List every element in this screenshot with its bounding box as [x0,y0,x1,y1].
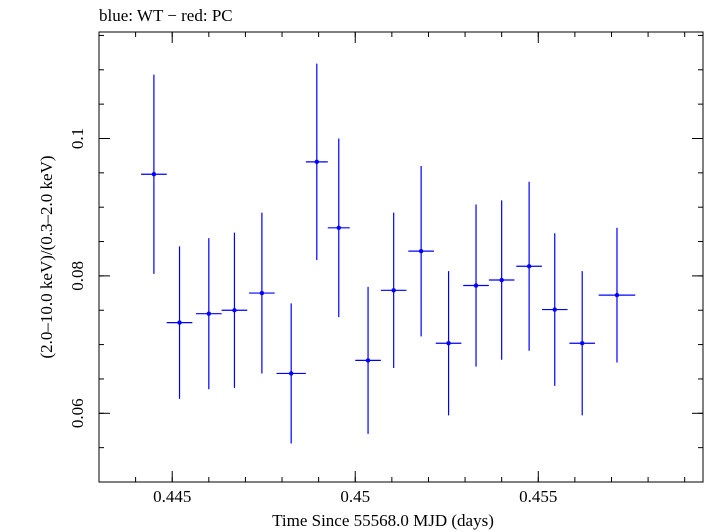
x-tick-label: 0.445 [153,487,191,506]
data-point [355,286,381,434]
x-tick-label: 0.455 [519,487,557,506]
data-marker [580,341,585,346]
data-marker [314,159,320,165]
data-point [488,200,515,360]
data-marker [288,371,294,376]
data-marker [499,277,504,283]
data-marker [151,172,157,177]
y-tick-labels: 0.06 0.08 0.1 [68,128,87,428]
chart-title: blue: WT − red: PC [99,6,233,25]
data-marker [391,288,396,293]
x-tick-labels: 0.445 0.45 0.455 [153,487,557,506]
data-point [166,246,193,399]
y-axis-label: (2.0–10.0 keV)/(0.3–2.0 keV) [37,155,56,358]
data-point [276,303,306,444]
data-marker [232,308,237,313]
data-marker [259,290,265,296]
data-point [221,232,248,388]
data-point [408,165,434,337]
data-point [305,63,328,261]
data-point [380,212,407,368]
data-marker [177,320,182,325]
data-point [249,212,275,374]
data-marker [206,311,212,316]
data-point [541,233,568,386]
data-points [141,63,636,444]
data-marker [526,264,532,269]
data-marker [473,283,479,288]
data-point [569,271,596,416]
data-marker [614,292,620,298]
x-tick-label: 0.45 [340,487,370,506]
data-marker [418,248,424,254]
data-marker [446,341,451,346]
data-point [598,227,636,363]
data-marker [552,307,557,312]
plot-frame [98,31,704,483]
data-marker [336,225,341,231]
data-point [463,204,489,367]
y-tick-label: 0.06 [68,398,87,428]
data-point [327,138,350,318]
data-point [196,238,222,390]
data-point [516,181,542,351]
y-tick-label: 0.08 [68,261,87,291]
x-axis-label: Time Since 55568.0 MJD (days) [272,511,494,530]
data-point [435,271,462,416]
data-marker [365,358,371,363]
axis-ticks [98,32,703,483]
y-tick-label: 0.1 [68,128,87,149]
data-point [141,74,167,274]
